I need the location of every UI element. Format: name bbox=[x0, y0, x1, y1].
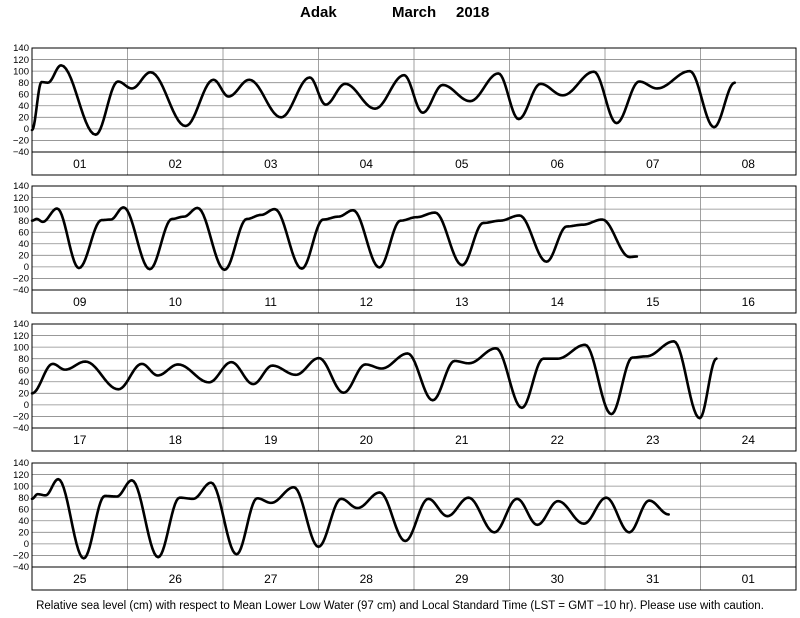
y-tick-label: 60 bbox=[18, 365, 29, 376]
day-label: 30 bbox=[551, 572, 565, 586]
title-station: Adak bbox=[300, 4, 337, 21]
day-label: 25 bbox=[73, 572, 87, 586]
y-tick-label: 140 bbox=[13, 181, 29, 192]
y-tick-label: 20 bbox=[18, 113, 29, 124]
y-tick-label: 120 bbox=[13, 470, 29, 481]
y-tick-label: 80 bbox=[18, 493, 29, 504]
day-label: 02 bbox=[169, 157, 183, 171]
y-tick-label: 0 bbox=[24, 262, 29, 273]
day-label: 08 bbox=[742, 157, 756, 171]
y-tick-label: 100 bbox=[13, 342, 29, 353]
day-label: 12 bbox=[360, 295, 374, 309]
title-month: March bbox=[392, 4, 437, 21]
y-tick-label: 140 bbox=[13, 458, 29, 469]
y-tick-label: 0 bbox=[24, 400, 29, 411]
tide-curve bbox=[30, 340, 718, 420]
y-tick-label: 40 bbox=[18, 516, 29, 527]
tide-curve bbox=[30, 206, 639, 272]
y-tick-label: 120 bbox=[13, 193, 29, 204]
day-label: 29 bbox=[455, 572, 469, 586]
y-tick-label: 120 bbox=[13, 331, 29, 342]
y-tick-label: 20 bbox=[18, 528, 29, 539]
day-label: 22 bbox=[551, 433, 565, 447]
day-label: 14 bbox=[551, 295, 565, 309]
y-tick-label: −20 bbox=[13, 551, 29, 562]
day-label: 11 bbox=[265, 295, 278, 309]
y-tick-label: −20 bbox=[13, 136, 29, 147]
day-label: 04 bbox=[360, 157, 374, 171]
y-tick-label: 60 bbox=[18, 504, 29, 515]
y-tick-label: −40 bbox=[13, 562, 29, 573]
footer-note: Relative sea level (cm) with respect to … bbox=[36, 600, 764, 612]
tide-curve bbox=[30, 64, 737, 136]
day-label: 09 bbox=[73, 295, 87, 309]
y-tick-label: 80 bbox=[18, 354, 29, 365]
day-label: 01 bbox=[73, 157, 87, 171]
day-label: 07 bbox=[646, 157, 660, 171]
panel-frame bbox=[31, 47, 797, 176]
y-tick-label: 140 bbox=[13, 43, 29, 54]
y-tick-label: 140 bbox=[13, 319, 29, 330]
y-tick-label: 20 bbox=[18, 389, 29, 400]
day-label: 15 bbox=[646, 295, 660, 309]
y-tick-label: −40 bbox=[13, 423, 29, 434]
day-label: 16 bbox=[742, 295, 756, 309]
day-label: 10 bbox=[169, 295, 183, 309]
y-tick-label: 40 bbox=[18, 377, 29, 388]
y-tick-label: 0 bbox=[24, 539, 29, 550]
day-label: 27 bbox=[264, 572, 278, 586]
panel-frame bbox=[31, 185, 797, 314]
y-tick-label: −20 bbox=[13, 412, 29, 423]
day-label: 20 bbox=[360, 433, 374, 447]
day-label: 01 bbox=[742, 572, 756, 586]
y-tick-label: 80 bbox=[18, 216, 29, 227]
y-tick-label: 60 bbox=[18, 227, 29, 238]
day-label: 06 bbox=[551, 157, 565, 171]
day-label: 21 bbox=[455, 433, 469, 447]
y-tick-label: −40 bbox=[13, 147, 29, 158]
y-tick-label: 80 bbox=[18, 78, 29, 89]
day-label: 28 bbox=[360, 572, 374, 586]
y-tick-label: 100 bbox=[13, 204, 29, 215]
day-label: 26 bbox=[169, 572, 183, 586]
day-label: 03 bbox=[264, 157, 278, 171]
y-tick-label: −40 bbox=[13, 285, 29, 296]
y-tick-label: 20 bbox=[18, 251, 29, 262]
day-label: 05 bbox=[455, 157, 469, 171]
y-tick-label: 100 bbox=[13, 66, 29, 77]
day-label: 19 bbox=[264, 433, 278, 447]
y-tick-label: −20 bbox=[13, 274, 29, 285]
day-label: 17 bbox=[73, 433, 87, 447]
day-label: 13 bbox=[455, 295, 469, 309]
day-label: 23 bbox=[646, 433, 660, 447]
panel-frame bbox=[31, 462, 797, 591]
tide-curve bbox=[30, 477, 670, 560]
y-tick-label: 60 bbox=[18, 89, 29, 100]
y-tick-label: 100 bbox=[13, 481, 29, 492]
panel-frame bbox=[31, 323, 797, 452]
y-tick-label: 120 bbox=[13, 55, 29, 66]
day-label: 31 bbox=[646, 572, 660, 586]
day-label: 24 bbox=[742, 433, 756, 447]
y-tick-label: 40 bbox=[18, 101, 29, 112]
chart-title: Adak March 2018 bbox=[0, 4, 800, 28]
title-year: 2018 bbox=[456, 4, 490, 21]
y-tick-label: 0 bbox=[24, 124, 29, 135]
y-tick-label: 40 bbox=[18, 239, 29, 250]
day-label: 18 bbox=[169, 433, 183, 447]
